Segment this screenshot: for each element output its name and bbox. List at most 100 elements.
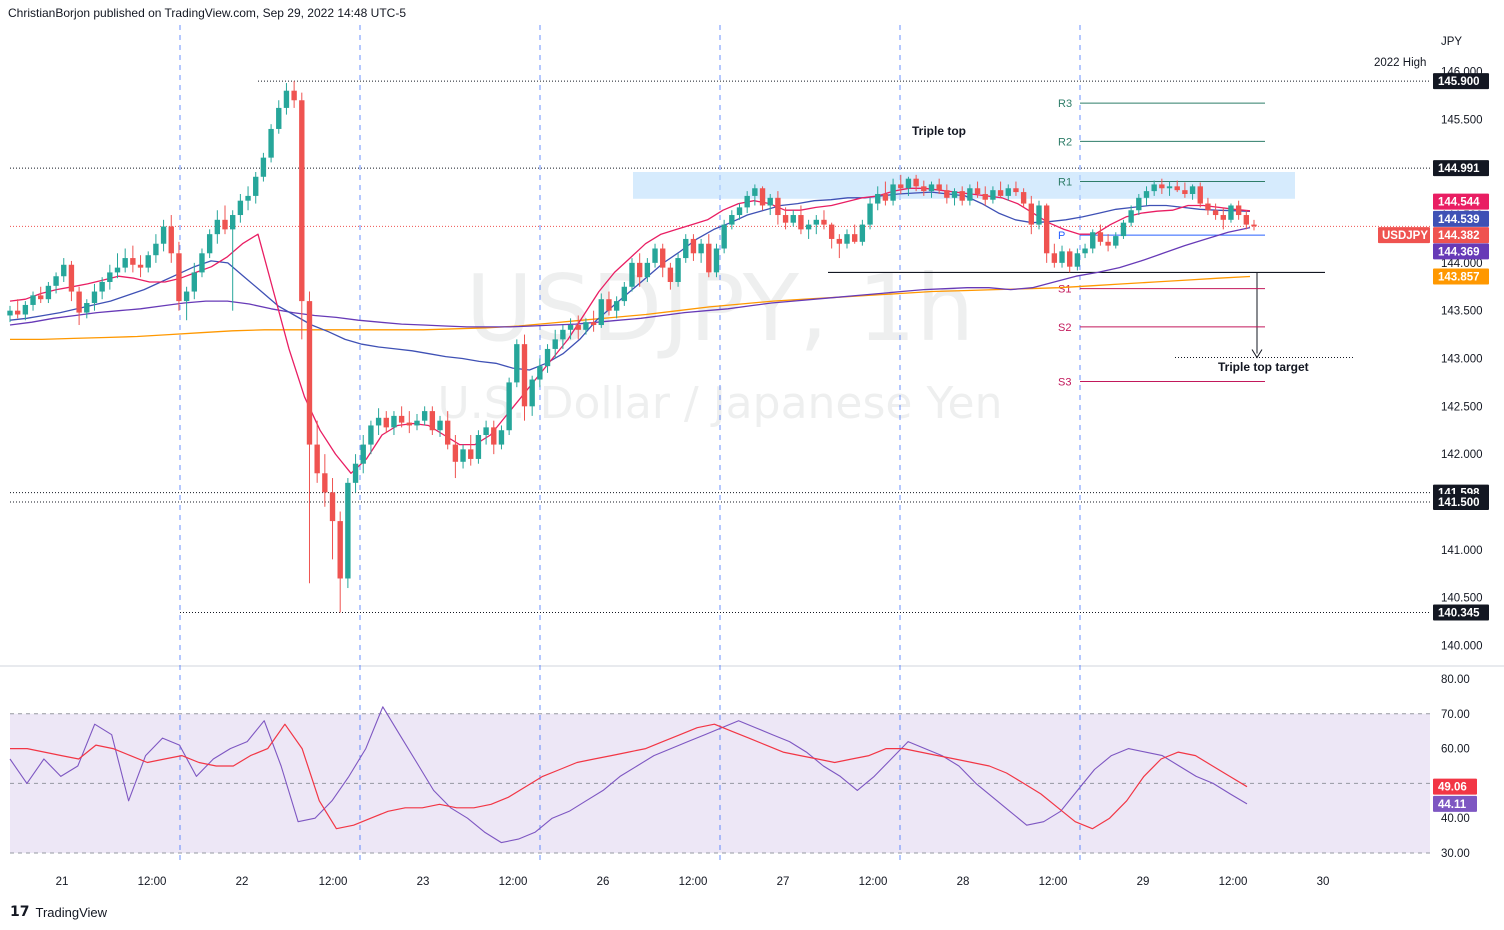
candle-body (1220, 215, 1226, 220)
candle-body (636, 262, 643, 278)
symbol-tag-bg (1378, 227, 1430, 244)
candle-body (882, 193, 889, 201)
candle-body (38, 295, 44, 300)
candle-body (84, 303, 90, 313)
candle (114, 253, 121, 279)
candle (1189, 184, 1196, 200)
candle-body (406, 422, 412, 426)
price-tag-text: 145.900 (1438, 76, 1480, 88)
candle (1243, 210, 1250, 230)
candle (230, 210, 236, 311)
candle-body (1090, 232, 1096, 249)
candle-body (498, 430, 505, 445)
candle-body (514, 344, 520, 383)
candle (214, 210, 221, 244)
candle-body (460, 449, 466, 462)
candle-body (483, 427, 489, 436)
pivot-label-s3: S3 (1058, 376, 1071, 388)
candle (1182, 182, 1188, 198)
candle (1005, 184, 1011, 201)
candle (959, 186, 965, 206)
target-label: Triple top target (1218, 360, 1309, 374)
candle (759, 186, 766, 211)
candle (613, 296, 620, 319)
price-tag-low: 140.345 (1433, 604, 1489, 621)
candle-body (583, 322, 589, 330)
rsi-tag-rsi: 44.11 (1433, 795, 1477, 812)
candle (299, 92, 305, 340)
price-tag-text: 143.857 (1438, 272, 1480, 284)
candle (314, 420, 320, 483)
price-tick-label: 141.000 (1441, 545, 1483, 557)
candle-body (352, 463, 359, 483)
candle (191, 262, 197, 300)
candle (583, 318, 589, 335)
candle (329, 478, 336, 560)
time-tick-label: 12:00 (679, 876, 708, 888)
candle (1235, 200, 1242, 220)
rsi-tag-signal: 49.06 (1433, 778, 1477, 795)
time-tick-label: 29 (1137, 876, 1150, 888)
candle-body (805, 224, 812, 230)
candle (767, 193, 773, 216)
candle-body (1074, 253, 1081, 267)
ema-purple-line (9, 226, 1251, 328)
rsi-tag-text: 49.06 (1438, 782, 1467, 794)
time-tick-label: 12:00 (319, 876, 348, 888)
candle-body (706, 243, 712, 273)
candle (606, 291, 612, 316)
candle-body (1182, 190, 1188, 194)
candle-body (299, 100, 305, 302)
candle (276, 100, 282, 134)
candle (483, 420, 489, 445)
candle-body (1082, 248, 1088, 254)
rsi-tick-label: 80.00 (1441, 674, 1470, 686)
time-tick-label: 26 (597, 876, 610, 888)
candle (421, 406, 428, 426)
candle-body (621, 286, 628, 302)
candle (1251, 219, 1257, 231)
candle-body (1243, 215, 1250, 225)
candle (137, 255, 144, 278)
candle-body (314, 444, 320, 474)
candle (575, 315, 581, 340)
candle (944, 184, 950, 204)
candle (1228, 203, 1234, 223)
candle (1136, 193, 1142, 216)
candle-body (713, 248, 720, 273)
candle-body (752, 188, 758, 196)
tradingview-logo[interactable]: 17 TradingView (10, 904, 107, 920)
candle-body (283, 90, 290, 108)
candle (1028, 195, 1034, 235)
candle-body (153, 243, 159, 256)
price-tag-ema_purple: 144.369 (1433, 243, 1489, 260)
candle (391, 411, 397, 436)
candle-body (222, 219, 228, 230)
candle (828, 222, 835, 249)
candle (38, 286, 44, 304)
candle (529, 375, 535, 416)
candle (1143, 186, 1150, 206)
candle-body (68, 264, 75, 292)
candle-body (683, 238, 689, 259)
price-tag-bg (1433, 160, 1489, 177)
candle (168, 215, 174, 263)
candle-body (790, 215, 796, 223)
pivot-label-r1: R1 (1058, 177, 1072, 189)
candle (1151, 180, 1157, 196)
pivot-label-s2: S2 (1058, 322, 1071, 334)
candle-body (1059, 251, 1065, 263)
candle (122, 248, 128, 273)
candle-body (652, 248, 658, 263)
candle-body (606, 299, 612, 311)
candle-body (1043, 205, 1050, 254)
candle-body (828, 224, 835, 239)
candle-body (168, 226, 174, 254)
candle (537, 358, 543, 388)
price-tick-label: 145.500 (1441, 114, 1483, 126)
candle-body (306, 301, 313, 445)
candle-body (736, 207, 743, 216)
rsi-tick-label: 40.00 (1441, 813, 1470, 825)
candle-body (253, 176, 259, 196)
